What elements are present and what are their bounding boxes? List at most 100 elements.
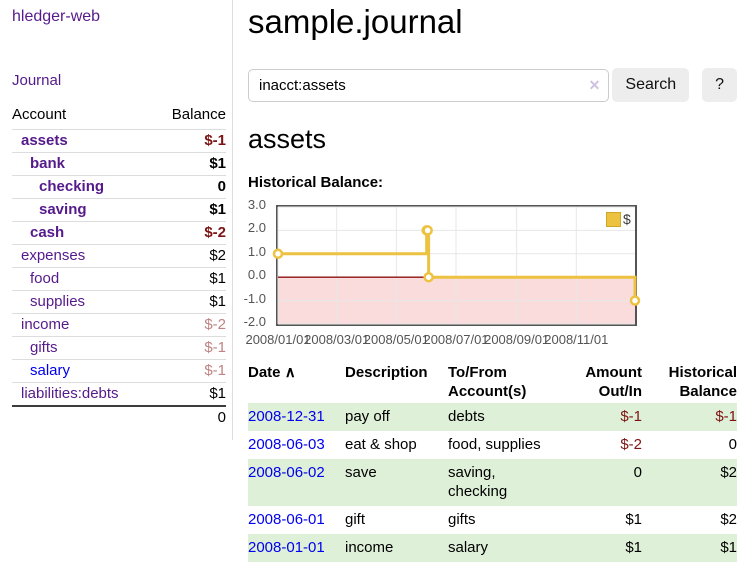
register-balance-cell: 0 [728,436,737,453]
account-row: gifts $-1 [12,336,226,360]
table-row: 2008-06-03 eat & shop food, supplies $-2 0 [248,431,737,459]
table-row: 2008-06-01 gift gifts $1 $2 [248,506,737,534]
account-cell: food [12,267,154,291]
register-amount-cell: 0 [558,459,642,506]
sidebar-item-journal[interactable]: Journal [12,72,62,89]
account-row: salary $-1 [12,359,226,383]
data-point-marker [423,271,434,283]
account-heading: assets [248,124,327,154]
search-form: ✕ Search ? [248,68,737,102]
register-description-cell: eat & shop [345,436,417,453]
register-date-link[interactable]: 2008-06-02 [248,464,325,481]
data-point-marker [629,295,641,306]
chart-plot-area [272,205,641,326]
sidebar-account-link[interactable]: bank [30,155,66,172]
account-cell: checking [12,175,154,199]
x-axis-tick-label: 2008/07/01 [423,332,489,347]
account-row: liabilities:debts $1 [12,382,226,406]
register-date-link[interactable]: 2008-06-03 [248,436,325,453]
sidebar-account-link[interactable]: expenses [21,247,86,264]
register-table: Date ∧ Description To/From Account(s) Am… [248,361,737,562]
chart-title: Historical Balance: [248,174,384,191]
register-header-date[interactable]: Date ∧ [248,361,345,403]
account-balance: $-1 [153,359,226,383]
register-body: 2008-12-31 pay off debts $-1 $-1 2008-06-03 ea… [248,403,737,562]
main-content: sample.journal ✕ Search ? assets Histori… [244,0,737,562]
account-row: bank $1 [12,152,226,176]
register-accounts-cell: gifts [448,511,476,528]
x-axis-tick-label: 2008/05/01 [363,332,429,347]
table-row: 2008-06-02 save saving, checking 0 $2 [248,459,737,506]
register-date-cell: 2008-06-02 [248,459,345,506]
sidebar: hledger-web Journal Account Balance asse… [12,8,228,429]
account-balance: $-1 [153,336,226,360]
account-cell: income [12,313,154,337]
sidebar-account-link[interactable]: liabilities:debts [21,385,119,402]
chart-canvas [272,206,641,325]
register-header-description: Description [345,364,428,381]
register-date-link[interactable]: 2008-12-31 [248,408,325,425]
sidebar-account-link[interactable]: saving [39,201,87,218]
search-input[interactable] [248,68,610,102]
account-balance: $1 [153,290,226,314]
y-axis-tick-label: 3.0 [247,197,266,212]
account-balance: $1 [153,198,226,222]
accounts-header-row: Account Balance [12,102,226,130]
sidebar-account-link[interactable]: assets [21,132,68,149]
brand-link[interactable]: hledger-web [12,8,101,25]
table-row: 2008-12-31 pay off debts $-1 $-1 [248,403,737,431]
accounts-header-balance: Balance [171,106,226,123]
y-axis-tick-label: 1.0 [247,243,266,259]
register-accounts-cell: saving, checking [448,459,558,506]
accounts-table: Account Balance assets $-1 bank $1 checking 0… [12,102,226,429]
account-cell: bank [12,152,154,176]
register-balance-cell: $-1 [642,403,737,431]
historical-balance-chart: 3.0 2.0 1.0 0.0 -1.0 -2.0 2008/01/01 2008/03/01… [244,198,737,351]
search-button[interactable]: Search [612,68,690,102]
help-button[interactable]: ? [702,68,737,102]
register-date-link[interactable]: 2008-01-01 [248,539,325,556]
sidebar-account-link[interactable]: supplies [30,293,86,310]
register-balance-cell: $2 [642,459,737,506]
register-date-cell: 2008-06-03 [248,431,345,459]
sidebar-account-link[interactable]: gifts [30,339,58,356]
x-axis-tick-label: 2008/03/01 [304,332,370,347]
register-description-cell: income [345,534,448,562]
sidebar-account-link[interactable]: income [21,316,70,333]
sidebar-account-link[interactable]: food [30,270,60,287]
account-cell: liabilities:debts [12,382,154,406]
x-axis-tick-label: 2008/01/01 [245,332,311,347]
account-balance: $-2 [153,313,226,337]
account-row: income $-2 [12,313,226,337]
table-row: 2008-01-01 income salary $1 $1 [248,534,737,562]
account-cell: expenses [12,244,154,268]
sidebar-account-link[interactable]: cash [30,224,65,241]
register-accounts-cell: food, supplies [448,436,541,453]
account-balance: $1 [153,267,226,291]
register-date-cell: 2008-12-31 [248,403,345,431]
register-description-cell: gift [345,511,366,528]
x-axis-tick-label: 2008/11/01 [544,332,609,347]
account-row: food $1 [12,267,226,291]
sidebar-account-link[interactable]: checking [39,178,105,195]
chart-legend: $ [606,211,631,227]
account-row: supplies $1 [12,290,226,314]
register-header-date-label: Date [248,364,281,381]
account-balance: 0 [153,175,226,199]
legend-label: $ [623,211,631,227]
search-input-wrap: ✕ [248,68,610,102]
register-date-link[interactable]: 2008-06-01 [248,511,325,528]
account-cell: cash [12,221,154,245]
y-axis-tick-label: -1.0 [243,290,266,306]
accounts-body: assets $-1 bank $1 checking 0 saving $1 cash $-2 e… [12,129,226,429]
account-cell: salary [12,359,154,383]
account-balance: $2 [153,244,226,268]
account-cell: saving [12,198,154,222]
register-amount-cell: $1 [558,534,642,562]
page-title: sample.journal [248,3,463,40]
clear-search-icon[interactable]: ✕ [588,76,601,93]
register-amount-cell: $1 [625,511,642,528]
x-axis-tick-label: 2008/09/01 [484,332,550,347]
sidebar-account-link[interactable]: salary [30,362,71,379]
register-header-accounts: To/From Account(s) [448,364,527,400]
